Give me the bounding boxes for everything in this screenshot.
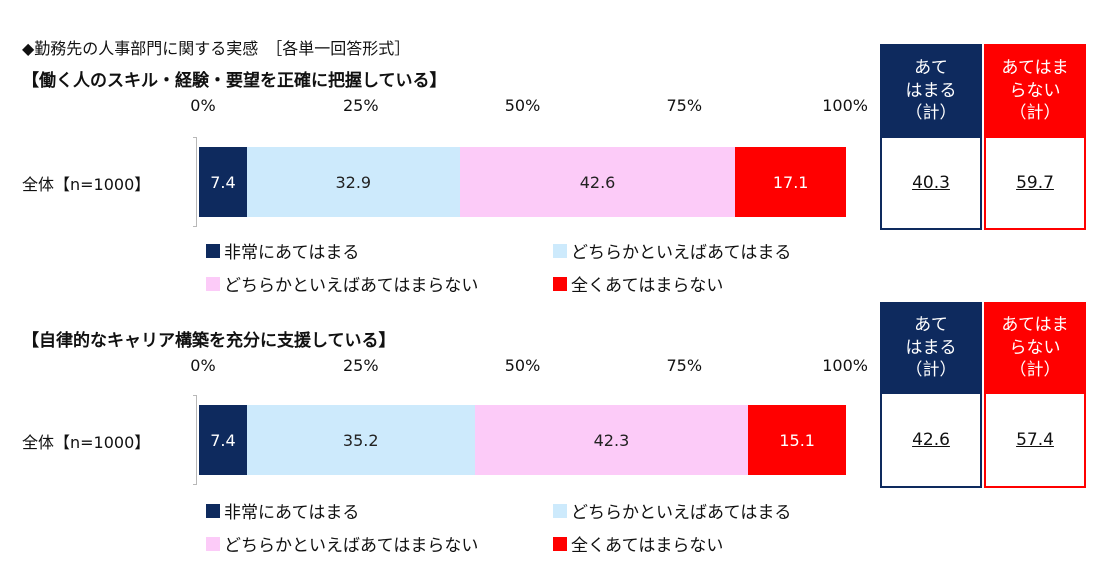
legend-label: どちらかといえばあてはまらない (224, 536, 479, 556)
data-label: 32.9 (335, 172, 372, 192)
summary-value-applicable: 42.6 (880, 394, 982, 488)
data-label: 35.2 (342, 430, 379, 450)
x-tick-label: 100% (822, 356, 868, 375)
bar-segment-somewhat-not: 42.6 (459, 147, 736, 217)
x-tick-label: 0% (190, 356, 216, 375)
legend-item-somewhat-applicable: どちらかといえばあてはまる (553, 498, 791, 523)
legend-label: 非常にあてはまる (224, 503, 360, 523)
y-axis-tick (193, 226, 197, 227)
bar-segment-somewhat-applicable: 35.2 (246, 405, 475, 475)
legend-label: どちらかといえばあてはまる (571, 503, 792, 523)
legend-item-very-applicable: 非常にあてはまる (206, 238, 359, 263)
data-label: 15.1 (779, 430, 815, 450)
x-tick-label: 100% (822, 96, 868, 115)
y-axis-tick (193, 395, 197, 396)
legend-item-somewhat-applicable: どちらかといえばあてはまる (553, 238, 791, 263)
bar-segment-not-at-all: 17.1 (735, 147, 846, 217)
legend-swatch (206, 276, 220, 291)
legend-swatch (553, 243, 567, 258)
legend-label: 全くあてはまらない (571, 276, 724, 296)
y-axis-tick (193, 484, 197, 485)
x-tick-label: 50% (504, 96, 541, 115)
legend-swatch (206, 536, 220, 551)
summary-header-applicable: あて はまる （計） (880, 44, 982, 138)
bar-segment-very-applicable: 7.4 (199, 147, 247, 217)
x-tick-label: 50% (504, 356, 541, 375)
data-label: 42.3 (593, 430, 630, 450)
chart-title: 【自律的なキャリア構築を充分に支援している】 (22, 331, 396, 351)
legend-swatch (553, 276, 567, 291)
data-label: 17.1 (772, 172, 809, 192)
summary-header-not-applicable: あてはま らない （計） (984, 302, 1086, 394)
x-tick-label: 0% (190, 96, 216, 115)
legend-label: 非常にあてはまる (224, 243, 360, 263)
summary-value-not-applicable: 57.4 (984, 394, 1086, 488)
bar-segment-not-at-all: 15.1 (748, 405, 846, 475)
x-tick-label: 75% (666, 96, 703, 115)
legend-label: 全くあてはまらない (571, 536, 724, 556)
x-tick-label: 25% (342, 96, 379, 115)
data-label: 42.6 (579, 172, 616, 192)
legend-swatch (553, 536, 567, 551)
x-tick-label: 25% (342, 356, 379, 375)
bar-segment-very-applicable: 7.4 (199, 405, 247, 475)
legend-item-not-at-all: 全くあてはまらない (553, 271, 723, 296)
summary-value-applicable: 40.3 (880, 138, 982, 230)
data-label: 7.4 (210, 172, 236, 192)
chart-title: 【働く人のスキル・経験・要望を正確に把握している】 (22, 71, 447, 91)
summary-header-not-applicable: あてはま らない （計） (984, 44, 1086, 138)
legend-label: どちらかといえばあてはまる (571, 243, 792, 263)
row-label: 全体【n=1000】 (22, 175, 151, 194)
legend-swatch (553, 503, 567, 518)
legend-item-not-at-all: 全くあてはまらない (553, 531, 723, 556)
summary-value-not-applicable: 59.7 (984, 138, 1086, 230)
row-label: 全体【n=1000】 (22, 433, 151, 452)
bar-segment-somewhat-not: 42.3 (474, 405, 749, 475)
bar-segment-somewhat-applicable: 32.9 (246, 147, 460, 217)
data-label: 7.4 (210, 430, 236, 450)
legend-item-somewhat-not: どちらかといえばあてはまらない (206, 531, 478, 556)
legend-item-somewhat-not: どちらかといえばあてはまらない (206, 271, 478, 296)
header-title: ◆勤務先の人事部門に関する実感 ［各単一回答形式］ (22, 39, 411, 58)
legend-swatch (206, 243, 220, 258)
legend-label: どちらかといえばあてはまらない (224, 276, 479, 296)
summary-header-applicable: あて はまる （計） (880, 302, 982, 394)
y-axis-line (196, 395, 197, 485)
legend-swatch (206, 503, 220, 518)
x-tick-label: 75% (666, 356, 703, 375)
legend-item-very-applicable: 非常にあてはまる (206, 498, 359, 523)
y-axis-tick (193, 137, 197, 138)
y-axis-line (196, 137, 197, 227)
